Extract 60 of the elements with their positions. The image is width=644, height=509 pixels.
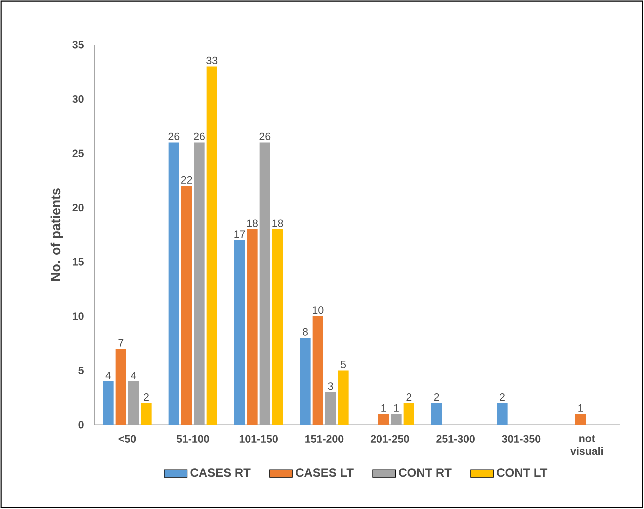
- legend-label: CONT LT: [497, 468, 548, 478]
- bar: [272, 230, 284, 425]
- bar: [497, 403, 508, 425]
- x-tick-label: not visuali: [570, 435, 604, 456]
- y-tick-label: 20: [72, 204, 84, 212]
- data-label: 33: [206, 56, 218, 64]
- data-label: 2: [500, 394, 505, 402]
- x-tick-label: 251-300: [436, 435, 475, 443]
- legend-label: CASES RT: [190, 468, 251, 478]
- data-label: 3: [328, 382, 334, 390]
- data-label: 2: [434, 394, 440, 402]
- data-label: 5: [340, 360, 346, 368]
- y-tick-label: 25: [72, 150, 84, 158]
- x-tick-label: 51-100: [176, 435, 210, 443]
- data-label: 26: [194, 132, 205, 140]
- bar: [247, 230, 258, 425]
- data-label: 4: [131, 372, 136, 380]
- y-tick-label: 5: [78, 366, 84, 374]
- data-label: 8: [302, 328, 308, 336]
- data-label: 10: [313, 306, 324, 314]
- y-tick-label: 10: [73, 312, 84, 320]
- data-label: 7: [118, 339, 124, 347]
- bar: [312, 316, 324, 425]
- y-tick-label: 35: [72, 41, 84, 49]
- data-label: 2: [406, 394, 412, 402]
- y-axis-title: No. of patients: [50, 188, 64, 281]
- data-label: 22: [181, 176, 192, 184]
- legend-label: CASES LT: [296, 468, 354, 478]
- x-tick-label: <50: [118, 435, 136, 443]
- y-tick-label: 15: [73, 258, 84, 266]
- bar: [168, 142, 180, 425]
- data-label: 18: [272, 220, 284, 228]
- bar: [575, 414, 586, 425]
- y-tick-label: 30: [72, 95, 84, 104]
- data-label: 18: [247, 220, 258, 228]
- legend-label: CONT RT: [399, 468, 452, 478]
- data-label: 1: [382, 404, 386, 412]
- y-tick-label: 0: [78, 421, 84, 429]
- bar: [404, 403, 414, 425]
- bar: [234, 240, 246, 425]
- bar: [378, 414, 390, 425]
- bar: [338, 370, 349, 425]
- bar: [300, 338, 311, 425]
- x-tick-label: 201-250: [370, 435, 410, 443]
- x-tick-label: 101-150: [240, 435, 278, 443]
- data-label: 1: [394, 404, 399, 412]
- x-tick-label: 151-200: [306, 435, 344, 443]
- bar: [182, 186, 192, 425]
- data-label: 17: [234, 230, 246, 238]
- bar: [103, 382, 114, 425]
- data-label: 1: [578, 404, 584, 412]
- bar: [206, 66, 218, 425]
- bar: [141, 403, 152, 425]
- bar: [116, 348, 126, 425]
- data-label: 26: [260, 132, 271, 140]
- data-label: 4: [106, 372, 112, 380]
- x-tick-label: 301-350: [502, 435, 541, 443]
- data-label: 2: [144, 394, 149, 402]
- data-label: 26: [168, 132, 180, 140]
- bar: [431, 403, 442, 425]
